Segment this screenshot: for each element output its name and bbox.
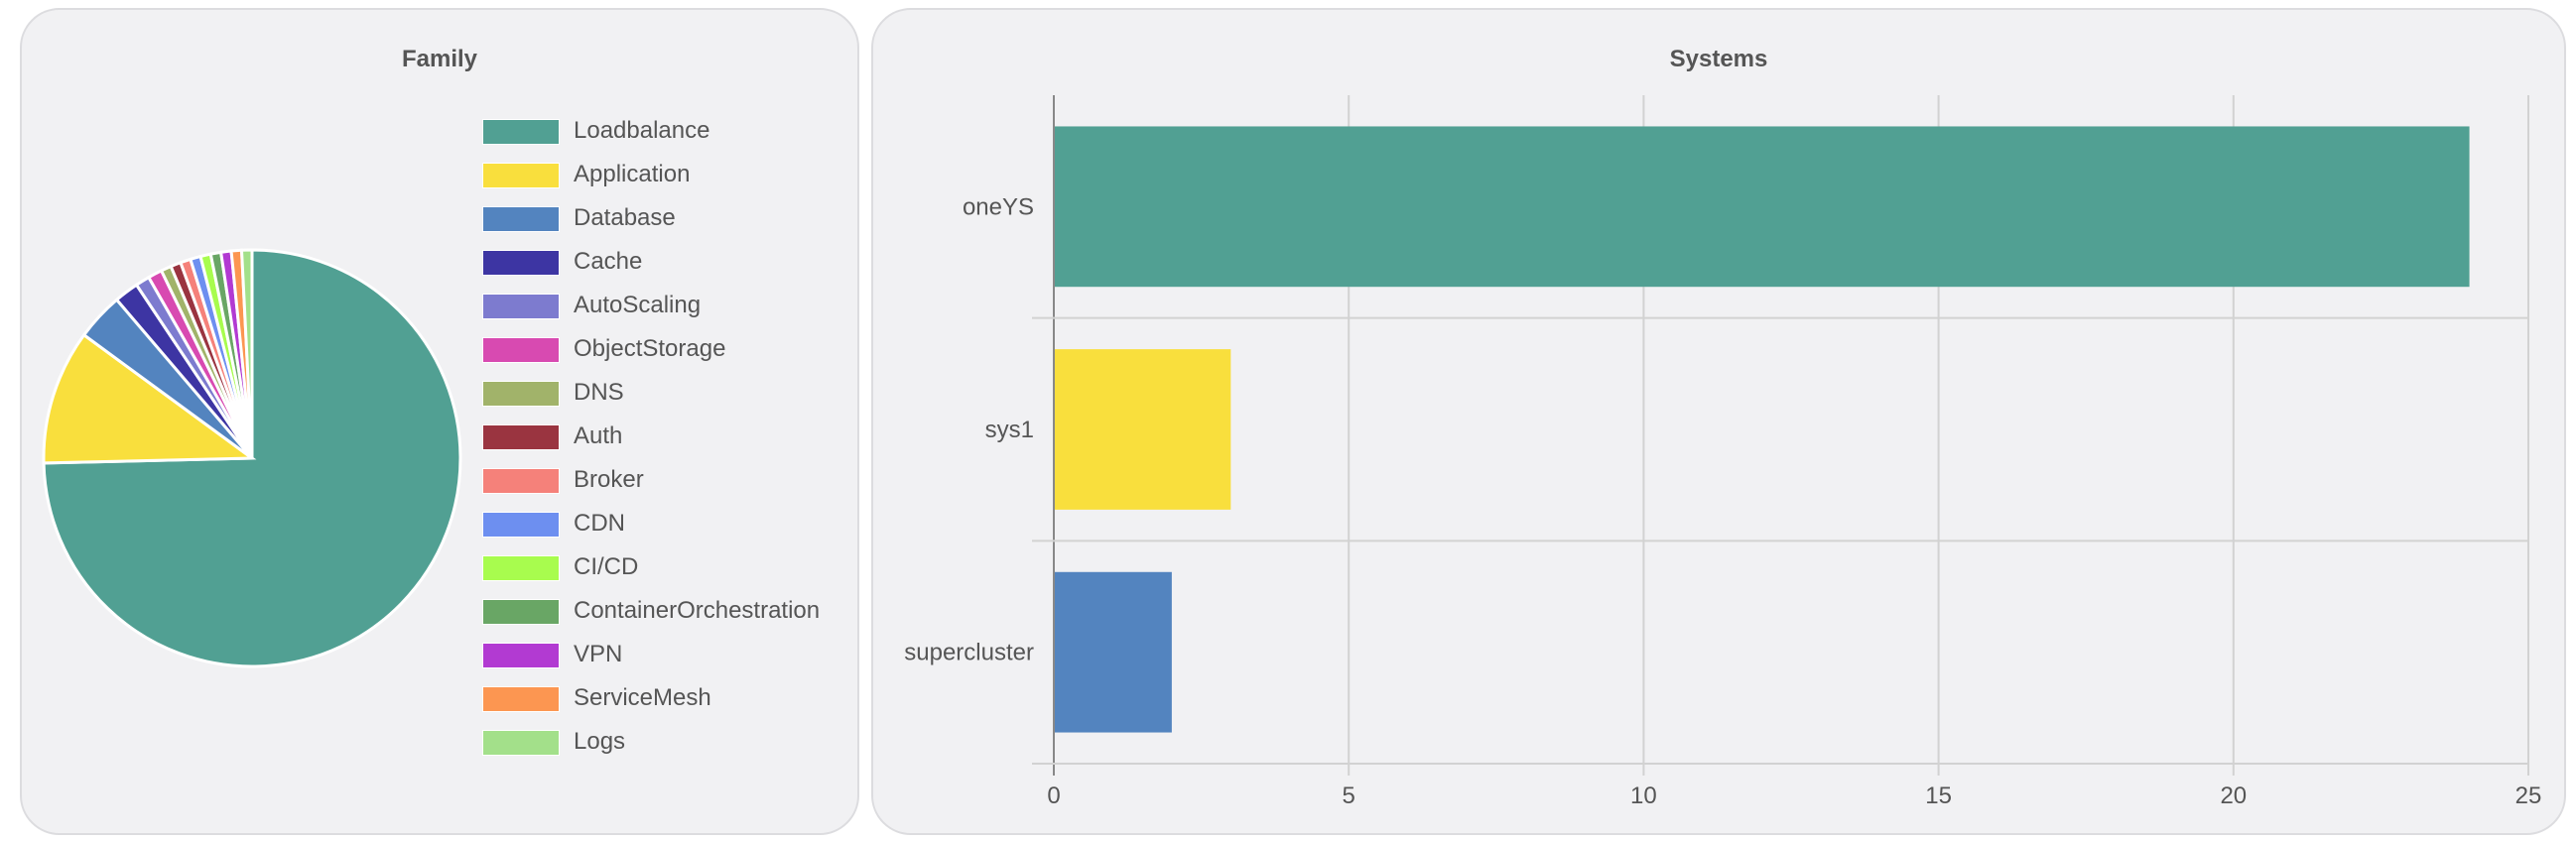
systems-bar-chart: 0 5 10 15 20 25 oneYS sys1 supercluster xyxy=(904,95,2542,809)
legend-label: Loadbalance xyxy=(574,117,710,144)
y-category-label: sys1 xyxy=(985,417,1034,443)
legend-swatch xyxy=(482,424,560,450)
pie-slice-application[interactable] xyxy=(42,332,257,465)
legend-label: Logs xyxy=(574,728,626,755)
legend-swatch xyxy=(482,512,560,538)
x-tick-label: 20 xyxy=(2220,782,2247,809)
y-category-label: supercluster xyxy=(904,640,1034,666)
legend-label: AutoScaling xyxy=(574,292,702,318)
legend-label: CDN xyxy=(574,510,625,537)
systems-chart-title: Systems xyxy=(1669,46,1768,72)
legend-label: Auth xyxy=(574,422,623,449)
legend-label: Broker xyxy=(574,466,644,493)
x-tick-label: 25 xyxy=(2515,782,2542,809)
legend-swatch xyxy=(482,294,560,319)
bar-sys1[interactable] xyxy=(1055,349,1231,510)
pie-slice-logs[interactable] xyxy=(239,248,254,459)
legend-swatch xyxy=(482,555,560,581)
legend-label: Database xyxy=(574,204,676,231)
legend-swatch xyxy=(482,599,560,625)
legend-swatch xyxy=(482,206,560,232)
legend-label: ObjectStorage xyxy=(574,335,726,362)
legend-swatch xyxy=(482,643,560,668)
systems-chart-card: Systems 0 5 10 15 20 25 oneYS sys1 supercluster xyxy=(871,8,2566,835)
legend-label: Application xyxy=(574,161,691,187)
legend-swatch xyxy=(482,381,560,407)
legend-label: CI/CD xyxy=(574,553,639,580)
legend-swatch xyxy=(482,337,560,363)
bar-oneys[interactable] xyxy=(1055,126,2470,288)
legend-label: ContainerOrchestration xyxy=(574,597,821,624)
y-category-label: oneYS xyxy=(963,193,1034,220)
family-chart-card: Family Loadbalance Application Database Cac… xyxy=(20,8,859,835)
legend-swatch xyxy=(482,163,560,188)
legend-label: Cache xyxy=(574,248,643,275)
legend-label: VPN xyxy=(574,641,623,667)
pie-slice-loadbalance[interactable] xyxy=(42,248,462,668)
legend-swatch xyxy=(482,730,560,756)
legend-label: ServiceMesh xyxy=(574,684,711,711)
x-tick-label: 15 xyxy=(1925,782,1952,809)
legend-swatch xyxy=(482,468,560,494)
family-chart-title: Family xyxy=(401,46,478,72)
legend-swatch xyxy=(482,119,560,145)
bar-supercluster[interactable] xyxy=(1055,571,1172,733)
x-tick-label: 10 xyxy=(1630,782,1657,809)
legend-swatch xyxy=(482,250,560,276)
legend-swatch xyxy=(482,686,560,712)
x-tick-label: 5 xyxy=(1343,782,1355,809)
x-tick-label: 0 xyxy=(1047,782,1060,809)
legend-label: DNS xyxy=(574,379,624,406)
family-pie-chart xyxy=(42,248,462,668)
